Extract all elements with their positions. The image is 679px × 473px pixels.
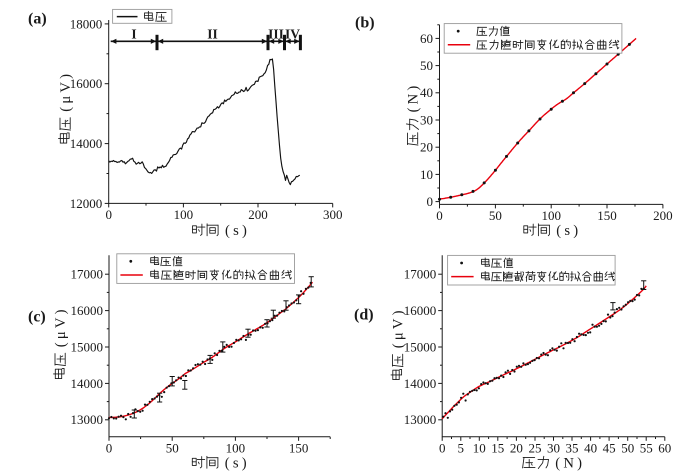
svg-text:30: 30 [547, 440, 560, 455]
svg-text:60: 60 [658, 440, 671, 455]
svg-text:(μV): (μV) [53, 306, 69, 347]
svg-text:0: 0 [436, 208, 443, 223]
svg-text:13000: 13000 [71, 412, 104, 427]
svg-text:100: 100 [174, 207, 194, 222]
svg-text:150: 150 [289, 440, 309, 455]
svg-text:12000: 12000 [70, 196, 103, 211]
svg-text:17000: 17000 [71, 267, 104, 282]
svg-text:(c): (c) [28, 309, 46, 326]
svg-text:(a): (a) [28, 11, 47, 28]
svg-text:60: 60 [420, 31, 433, 46]
svg-text:(s): (s) [225, 456, 250, 472]
svg-text:14000: 14000 [71, 376, 104, 391]
svg-text:200: 200 [653, 208, 673, 223]
svg-text:15: 15 [491, 440, 504, 455]
svg-text:II: II [207, 26, 218, 41]
svg-text:16000: 16000 [71, 303, 104, 318]
svg-text:5: 5 [458, 440, 465, 455]
svg-text:(s): (s) [225, 223, 250, 239]
svg-text:45: 45 [603, 440, 616, 455]
svg-text:(s): (s) [556, 223, 581, 239]
svg-text:16000: 16000 [70, 76, 103, 91]
svg-text:40: 40 [584, 440, 597, 455]
svg-text:17000: 17000 [404, 267, 437, 282]
svg-text:10: 10 [473, 440, 486, 455]
svg-text:18000: 18000 [70, 16, 103, 31]
svg-text:300: 300 [323, 207, 343, 222]
svg-text:150: 150 [597, 208, 617, 223]
svg-text:I: I [131, 26, 136, 41]
svg-text:(N): (N) [406, 83, 422, 113]
svg-text:55: 55 [640, 440, 653, 455]
svg-text:13000: 13000 [404, 412, 437, 427]
svg-text:15000: 15000 [404, 339, 437, 354]
svg-text:20: 20 [510, 440, 523, 455]
svg-text:0: 0 [439, 440, 446, 455]
svg-text:30: 30 [420, 112, 433, 127]
svg-text:(d): (d) [354, 307, 374, 324]
svg-text:50: 50 [420, 58, 433, 73]
svg-text:50: 50 [621, 440, 634, 455]
svg-text:IV: IV [285, 26, 300, 41]
svg-text:40: 40 [420, 85, 433, 100]
svg-text:14000: 14000 [404, 376, 437, 391]
svg-text:50: 50 [489, 208, 502, 223]
svg-text:III: III [268, 26, 284, 41]
svg-text:0: 0 [105, 207, 112, 222]
svg-text:0: 0 [106, 440, 113, 455]
svg-text:20: 20 [420, 140, 433, 155]
svg-text:10: 10 [420, 167, 433, 182]
svg-text:(b): (b) [355, 15, 375, 32]
svg-text:100: 100 [226, 440, 246, 455]
svg-text:(μV): (μV) [391, 307, 407, 348]
svg-text:0: 0 [427, 194, 434, 209]
svg-text:15000: 15000 [71, 339, 104, 354]
svg-text:16000: 16000 [404, 303, 437, 318]
svg-text:(N): (N) [555, 456, 585, 472]
svg-text:25: 25 [529, 440, 542, 455]
svg-text:(μV): (μV) [58, 71, 74, 112]
svg-text:14000: 14000 [70, 136, 103, 151]
svg-text:200: 200 [248, 207, 268, 222]
svg-text:100: 100 [541, 208, 561, 223]
svg-text:35: 35 [566, 440, 579, 455]
svg-text:50: 50 [166, 440, 179, 455]
